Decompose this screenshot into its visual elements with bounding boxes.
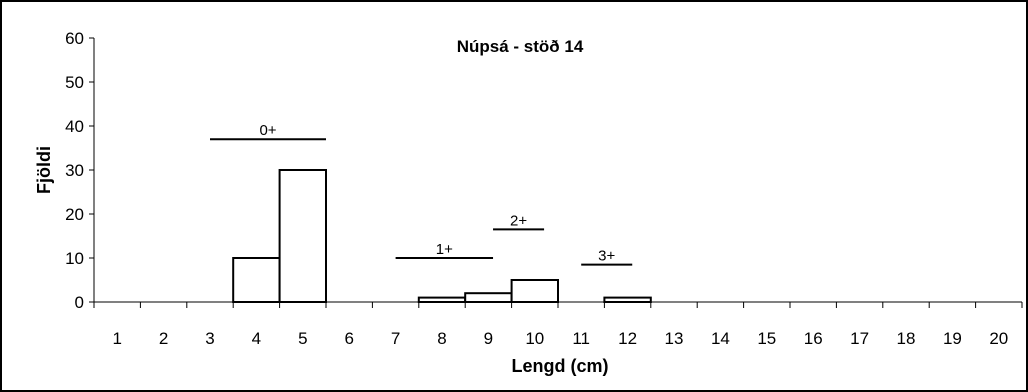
age-group-label: 2+: [510, 212, 527, 229]
x-tick-label: 5: [298, 329, 307, 348]
x-tick-label: 12: [618, 329, 637, 348]
y-tick-label: 50: [65, 73, 84, 92]
x-axis-title: Lengd (cm): [512, 356, 609, 376]
y-tick-label: 0: [75, 293, 84, 312]
y-tick-label: 20: [65, 205, 84, 224]
x-tick-label: 2: [159, 329, 168, 348]
y-tick-label: 40: [65, 117, 84, 136]
y-tick-label: 10: [65, 249, 84, 268]
x-tick-label: 6: [344, 329, 353, 348]
x-tick-label: 7: [391, 329, 400, 348]
bar: [417, 296, 467, 304]
bar: [510, 279, 560, 303]
y-axis-title: Fjöldi: [34, 146, 54, 194]
x-tick-label: 14: [711, 329, 730, 348]
x-tick-label: 17: [850, 329, 869, 348]
x-tick-label: 3: [205, 329, 214, 348]
bar: [278, 169, 328, 303]
age-annotations: 0+ 1+ 2+ 3+: [210, 122, 633, 266]
age-group-label: 0+: [259, 122, 276, 139]
x-tick-label: 1: [112, 329, 121, 348]
x-tick-label: 11: [572, 329, 590, 348]
age-group-label: 3+: [598, 248, 615, 265]
x-tick-label: 8: [437, 329, 446, 348]
y-tick-label: 60: [65, 29, 84, 48]
x-tick-label: 13: [665, 329, 684, 348]
x-tick-label: 15: [757, 329, 776, 348]
age-group-label: 1+: [436, 241, 453, 258]
bars: [232, 169, 652, 304]
bar: [232, 257, 281, 303]
y-tick-label: 30: [65, 161, 84, 180]
bar: [464, 292, 513, 304]
x-tick-label: 9: [484, 329, 493, 348]
x-tick-label: 4: [252, 329, 261, 348]
bar: [603, 296, 652, 304]
chart-title: Núpsá - stöð 14: [457, 37, 584, 56]
x-tick-label: 18: [897, 329, 916, 348]
x-tick-label: 20: [989, 329, 1008, 348]
x-tick-label: 10: [525, 329, 544, 348]
x-tick-label: 16: [804, 329, 823, 348]
x-tick-label: 19: [943, 329, 962, 348]
